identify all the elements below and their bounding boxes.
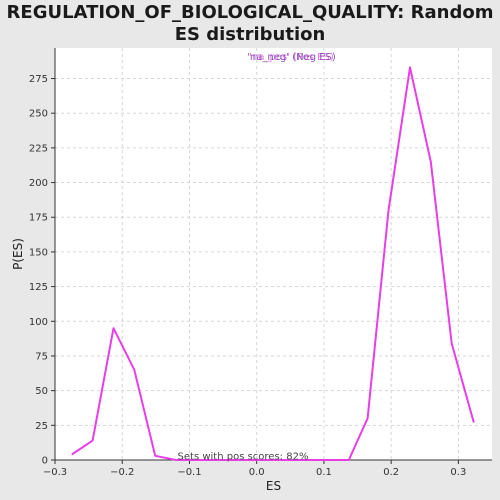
x-tick-label: 0.0 bbox=[249, 467, 265, 478]
x-tick-label: −0.3 bbox=[43, 467, 67, 478]
y-tick-label: 225 bbox=[29, 143, 48, 154]
y-tick-label: 200 bbox=[29, 178, 48, 189]
y-tick-label: 250 bbox=[29, 109, 48, 120]
x-tick-label: −0.1 bbox=[177, 467, 201, 478]
y-tick-label: 50 bbox=[35, 386, 48, 397]
y-tick-label: 0 bbox=[42, 456, 48, 467]
x-tick-label: 0.1 bbox=[316, 467, 332, 478]
x-tick-label: 0.3 bbox=[450, 467, 466, 478]
y-tick-label: 25 bbox=[35, 421, 48, 432]
y-axis-label: P(ES) bbox=[11, 238, 25, 270]
x-tick-label: 0.2 bbox=[383, 467, 399, 478]
chart-title: REGULATION_OF_BIOLOGICAL_QUALITY: Random… bbox=[6, 2, 494, 45]
series-line bbox=[71, 66, 475, 461]
annotation-text: Sets with pos scores: 82% bbox=[178, 452, 309, 463]
y-tick-label: 175 bbox=[29, 213, 48, 224]
y-tick-label: 100 bbox=[29, 317, 48, 328]
plot-background bbox=[55, 48, 492, 460]
legend-entry: 'na_pos' (Pos ES) bbox=[249, 52, 334, 63]
y-tick-label: 75 bbox=[35, 351, 48, 362]
y-tick-label: 150 bbox=[29, 247, 48, 258]
y-tick-label: 125 bbox=[29, 282, 48, 293]
x-tick-label: −0.2 bbox=[110, 467, 134, 478]
x-axis-label: ES bbox=[266, 479, 281, 493]
legend-entry: 'na_neg' (Neg ES) bbox=[247, 52, 336, 63]
y-tick-label: 275 bbox=[29, 74, 48, 85]
